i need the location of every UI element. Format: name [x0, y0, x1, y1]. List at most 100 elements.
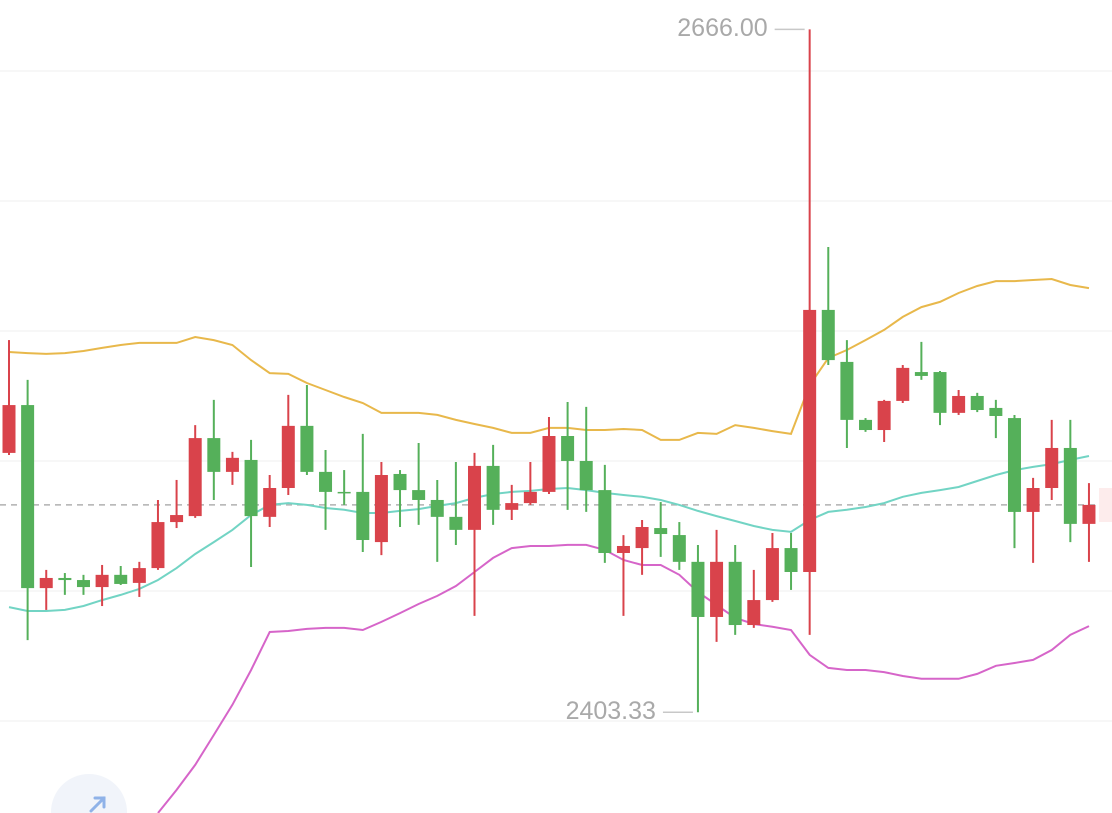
candle: [952, 389, 966, 415]
candle: [523, 462, 537, 505]
candle-body: [840, 361, 854, 420]
candle: [374, 462, 388, 556]
candle: [672, 522, 686, 570]
candle: [114, 566, 128, 585]
candle: [728, 544, 742, 635]
candle: [95, 564, 109, 607]
candle-body: [728, 561, 742, 626]
candle: [989, 399, 1003, 439]
candle-body: [1082, 504, 1096, 524]
candle: [505, 484, 519, 520]
candle-body: [672, 535, 686, 562]
candle-body: [505, 503, 519, 510]
candle-body: [970, 395, 984, 411]
candle: [188, 425, 202, 518]
candle-body: [579, 460, 593, 491]
candle: [412, 443, 426, 525]
candle-body: [430, 499, 444, 517]
candle-body: [58, 577, 72, 581]
candle: [1007, 414, 1021, 549]
candle-body: [542, 436, 556, 492]
annotation-label: 2666.00: [677, 14, 767, 42]
candle: [691, 544, 705, 713]
candle: [337, 470, 351, 505]
candle: [877, 399, 891, 442]
candle: [654, 502, 668, 557]
candle-body: [170, 515, 184, 523]
candle-body: [784, 548, 798, 572]
candle-body: [95, 574, 109, 588]
candle-body: [896, 367, 910, 401]
candle: [579, 406, 593, 512]
price-tag: [1099, 488, 1112, 522]
candle: [616, 535, 630, 616]
candle: [263, 475, 277, 528]
candle-body: [1063, 447, 1077, 524]
candle-body: [374, 475, 388, 543]
candle-body: [691, 561, 705, 617]
candle-body: [225, 457, 239, 472]
candle-body: [821, 309, 835, 361]
candle-body: [952, 395, 966, 413]
candle: [170, 479, 184, 529]
candle: [449, 462, 463, 545]
arrow-icon[interactable]: [89, 796, 106, 813]
candle: [896, 365, 910, 403]
candle-body: [132, 568, 146, 583]
candle-body: [468, 465, 481, 530]
candle: [914, 341, 928, 380]
candle: [468, 452, 481, 616]
candle: [1026, 477, 1040, 563]
candle-body: [76, 580, 90, 588]
plot-area: [0, 29, 1112, 813]
candle: [803, 29, 817, 635]
candle-body: [2, 405, 16, 453]
band-line: [8, 277, 1090, 441]
candle-body: [616, 545, 630, 554]
candle: [393, 470, 407, 528]
candle: [765, 532, 779, 602]
candle-body: [1007, 418, 1021, 512]
candle: [58, 573, 72, 595]
candle-body: [337, 491, 351, 494]
candle: [151, 499, 165, 570]
candle-body: [281, 425, 295, 489]
candle: [561, 401, 575, 510]
candle: [821, 246, 835, 366]
candle: [207, 399, 221, 500]
candle-body: [933, 372, 947, 413]
candle: [542, 417, 556, 494]
candle-body: [151, 522, 165, 569]
candle-body: [114, 574, 128, 584]
candle-body: [747, 600, 761, 626]
candle-body: [523, 491, 537, 504]
candle-body: [263, 488, 277, 517]
candle-body: [449, 516, 463, 530]
candle: [1082, 483, 1096, 562]
candle: [1063, 419, 1077, 543]
trend-button[interactable]: [51, 774, 127, 813]
candle-body: [803, 309, 817, 572]
candle: [430, 479, 444, 562]
candle: [486, 444, 500, 525]
button-circle[interactable]: [51, 774, 127, 813]
candle: [710, 529, 724, 642]
candle-body: [561, 436, 575, 461]
candle-body: [859, 419, 873, 431]
candle-body: [486, 465, 500, 510]
candle-body: [319, 471, 333, 492]
candle: [933, 371, 947, 426]
candle-body: [989, 407, 1003, 416]
candle: [747, 569, 761, 628]
candle: [970, 392, 984, 413]
candle-body: [914, 372, 928, 376]
candle: [2, 340, 16, 455]
candle-body: [1026, 488, 1040, 512]
candle-body: [356, 491, 370, 541]
candle: [132, 561, 146, 597]
candle: [319, 450, 333, 530]
candle-body: [21, 405, 35, 589]
candle-body: [39, 577, 53, 589]
candle-body: [877, 400, 891, 431]
